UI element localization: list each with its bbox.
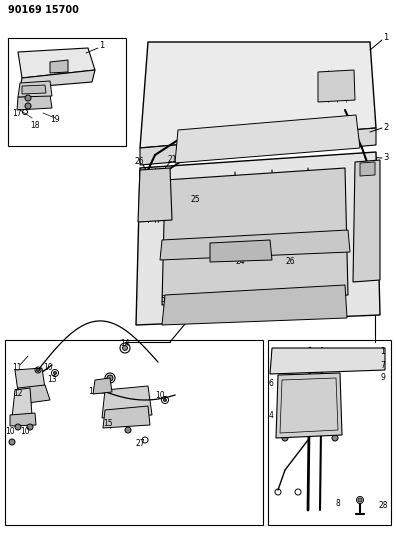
Text: 10: 10 [155,392,165,400]
Text: 24: 24 [235,257,245,266]
Text: 7: 7 [380,360,385,369]
Circle shape [282,435,288,441]
Circle shape [122,345,128,351]
Bar [268,340,391,525]
Circle shape [332,435,338,441]
Text: 19: 19 [50,116,60,125]
Text: 13: 13 [47,376,57,384]
Text: 18: 18 [30,120,40,130]
Polygon shape [353,160,380,282]
Text: 11: 11 [12,364,21,373]
Polygon shape [140,128,376,165]
Text: 6: 6 [269,378,274,387]
Text: 15: 15 [103,419,113,429]
Text: 23: 23 [139,193,149,203]
Circle shape [25,103,31,109]
Polygon shape [210,240,272,262]
Text: 27: 27 [135,440,145,448]
Circle shape [25,95,31,101]
Polygon shape [138,168,172,222]
Polygon shape [15,368,45,392]
Text: 1: 1 [99,42,105,51]
Polygon shape [276,373,342,438]
Polygon shape [12,388,32,418]
Text: 14: 14 [120,338,130,348]
Circle shape [15,424,21,430]
Polygon shape [318,70,355,102]
Polygon shape [93,378,112,394]
Text: 16: 16 [88,387,98,397]
Text: 5: 5 [160,295,166,304]
Polygon shape [17,95,52,110]
Polygon shape [136,152,380,325]
Polygon shape [22,85,46,94]
Polygon shape [18,81,52,97]
Text: 26: 26 [285,257,295,266]
Text: 20: 20 [138,215,148,224]
Text: 26: 26 [134,157,144,166]
Text: 90169 15700: 90169 15700 [8,5,79,15]
Text: 10: 10 [5,427,15,437]
Polygon shape [50,60,68,73]
Text: 22: 22 [139,204,149,213]
Text: 25: 25 [190,196,200,205]
Polygon shape [103,406,150,428]
Text: 17: 17 [12,109,22,117]
Text: 2: 2 [383,123,388,132]
Text: 21: 21 [167,156,177,165]
Text: 10: 10 [43,362,53,372]
Text: 1: 1 [383,34,388,43]
Polygon shape [160,230,350,260]
Circle shape [125,427,131,433]
Circle shape [27,424,33,430]
Polygon shape [102,386,152,418]
Text: 10: 10 [20,427,30,437]
Polygon shape [18,385,50,404]
Polygon shape [20,70,95,88]
Circle shape [53,372,57,375]
Bar [8,38,126,146]
Circle shape [164,399,166,401]
Text: 4: 4 [269,410,274,419]
Polygon shape [162,168,348,305]
Circle shape [358,498,362,502]
Text: 12: 12 [13,389,23,398]
Circle shape [36,368,40,372]
Polygon shape [10,413,36,426]
Polygon shape [360,162,375,176]
Bar [5,340,263,525]
Circle shape [107,375,113,381]
Polygon shape [175,115,360,163]
Circle shape [9,439,15,445]
Polygon shape [140,42,376,148]
Text: 8: 8 [336,499,341,508]
Text: 28: 28 [378,500,388,510]
Polygon shape [270,348,385,374]
Polygon shape [162,285,347,325]
Text: 9: 9 [380,374,385,383]
Text: 1: 1 [380,348,385,357]
Text: 3: 3 [383,152,389,161]
Polygon shape [18,48,95,78]
